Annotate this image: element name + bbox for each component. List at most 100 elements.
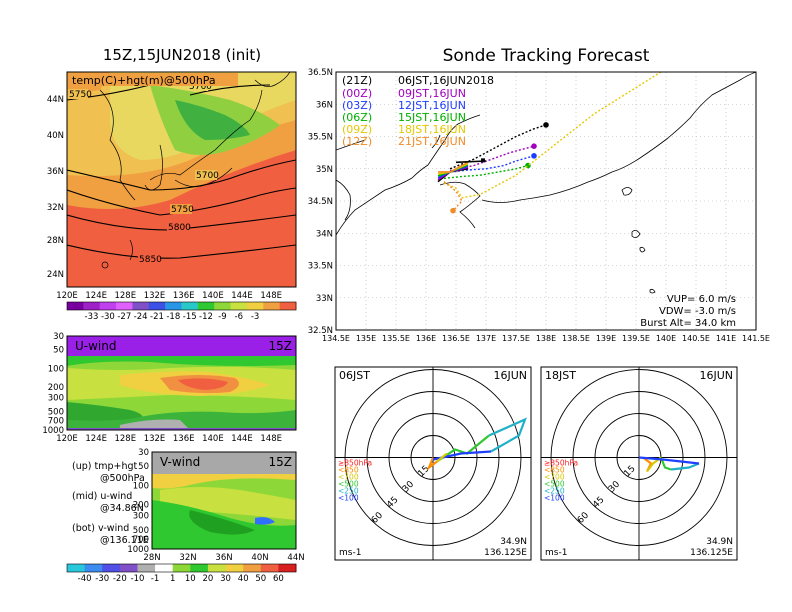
hodograph-time: 06JST	[339, 369, 370, 382]
track-lon-ticks: 134.5E 135E 135.5E 136E 136.5E 137E 137.5E 138E…	[322, 334, 770, 343]
hodograph-date: 16JUN	[699, 369, 733, 382]
map-label-bg	[70, 73, 238, 86]
legend-launch-code: (03Z)	[342, 99, 372, 112]
burst-text: Burst Alt= 34.0 km	[640, 318, 736, 329]
colorbar-cell	[83, 302, 101, 310]
colorbar-label: -6	[235, 312, 243, 322]
colorbar-cell	[197, 302, 215, 310]
legend-launch-time: 09JST,16JUN	[398, 87, 466, 100]
colorbar-label: -40	[78, 574, 92, 584]
lat-tick: 33.5N	[308, 262, 333, 272]
wind-trace	[638, 456, 700, 465]
colorbar-cell	[263, 302, 281, 310]
colorbar-label: 10	[185, 574, 196, 584]
lon-tick: 139.5E	[622, 334, 650, 343]
colorbar-label: 50	[255, 574, 266, 584]
level-legend: <250	[338, 487, 359, 496]
legend-up-2: @500hPa	[100, 473, 145, 484]
pressure-tick: 700	[48, 416, 64, 426]
level-legend: <250	[544, 487, 565, 496]
track-frame	[335, 71, 757, 331]
lat-tick: 40N	[47, 131, 64, 141]
v-wind-label: V-wind	[160, 455, 200, 469]
coastline-right	[336, 72, 756, 294]
u-wind-label: U-wind	[75, 339, 116, 353]
level-legend: <100	[544, 494, 565, 503]
map-label: temp(C)+hgt(m)@500hPa	[72, 74, 216, 87]
map-frame	[66, 71, 297, 288]
lon-tick: 140.5E	[682, 334, 710, 343]
lon-tick: 139E	[596, 334, 616, 343]
lon-tick: 124E	[85, 434, 107, 444]
lon-tick: 144E	[231, 291, 253, 301]
colorbar-cell	[243, 564, 262, 572]
pressure-tick: 1000	[127, 545, 149, 555]
colorbar-cell	[132, 302, 150, 310]
colorbar-cell	[214, 302, 232, 310]
pressure-tick: 200	[48, 383, 64, 393]
legend-launch-time: 15JST,16JUN	[398, 111, 466, 124]
colorbar-cell	[119, 564, 138, 572]
u-wind-frame	[66, 335, 297, 431]
legend-launch-code: (09Z)	[342, 123, 372, 136]
lon-tick: 140E	[656, 334, 676, 343]
track-line	[449, 124, 547, 170]
hodograph-date: 16JUN	[493, 369, 527, 382]
level-legend: <500	[338, 480, 359, 489]
contour-label: 5850	[139, 255, 162, 265]
hodograph-unit: ms-1	[339, 548, 361, 558]
lon-tick: 132E	[144, 434, 166, 444]
legend-launch-time: 12JST,16JUN	[398, 99, 466, 112]
map-lon-ticks: 120E 124E 128E 132E 136E 140E 144E 148E	[56, 291, 282, 301]
colorbar-cell	[230, 302, 248, 310]
track-line	[443, 72, 663, 199]
lon-tick: 136E	[173, 434, 195, 444]
colorbar-label: 60	[273, 574, 284, 584]
lat-tick: 32N	[47, 203, 64, 213]
colorbar-label: 1	[170, 574, 175, 584]
lon-tick: 148E	[260, 291, 282, 301]
lat-tick: 28N	[143, 553, 160, 563]
contour-label: 5750	[69, 90, 92, 100]
hodograph-frame	[334, 366, 532, 561]
lat-tick: 36N	[316, 100, 333, 110]
v-wind-lat-ticks: 28N 32N 36N 40N 44N	[143, 553, 304, 563]
colorbar-label: -24	[134, 312, 148, 322]
colorbar-label: -1	[151, 574, 159, 584]
colorbar-cell	[260, 564, 279, 572]
pressure-tick: 1000	[42, 426, 64, 436]
lat-tick: 32.5N	[308, 326, 333, 336]
colorbar-cell	[148, 302, 166, 310]
lon-tick: 134.5E	[322, 334, 350, 343]
track-endpoint	[531, 153, 537, 159]
lat-tick: 36N	[215, 553, 232, 563]
wind-colorbar-labels: -40 -30 -20 -10 -1 1 10 20 30 40 50 60	[78, 574, 284, 584]
lat-tick: 36.5N	[308, 68, 333, 78]
launch-site-marker	[481, 158, 485, 163]
u-wind-lon-ticks: 120E 124E 128E 132E 136E 140E 144E 148E	[56, 434, 282, 444]
track-endpoint	[543, 122, 549, 128]
wind-trace	[659, 457, 672, 471]
track-lat-ticks: 36.5N 36N 35.5N 35N 34.5N 34N 33.5N 33N 32.5N	[308, 68, 333, 336]
colorbar-label: -20	[113, 574, 127, 584]
colorbar-label: -9	[218, 312, 226, 322]
legend-bot-2: @136.11E	[100, 535, 149, 546]
colorbar-label: -12	[199, 312, 213, 322]
pressure-tick: 100	[133, 481, 149, 491]
lat-tick: 44N	[47, 95, 64, 105]
temperature-map	[67, 72, 296, 287]
track-line	[443, 164, 529, 180]
temperature-colorbar	[66, 301, 297, 311]
legend-launch-code: (00Z)	[342, 87, 372, 100]
level-legend: <850	[338, 466, 359, 475]
level-legend: <700	[338, 473, 359, 482]
map-lat-ticks: 44N 40N 36N 32N 28N 24N	[47, 95, 64, 280]
colorbar-label: -33	[85, 312, 99, 322]
colorbar-cell	[172, 564, 191, 572]
colorbar-cell	[102, 564, 121, 572]
lon-tick: 124E	[85, 291, 107, 301]
track-title: Sonde Tracking Forecast	[443, 46, 650, 66]
